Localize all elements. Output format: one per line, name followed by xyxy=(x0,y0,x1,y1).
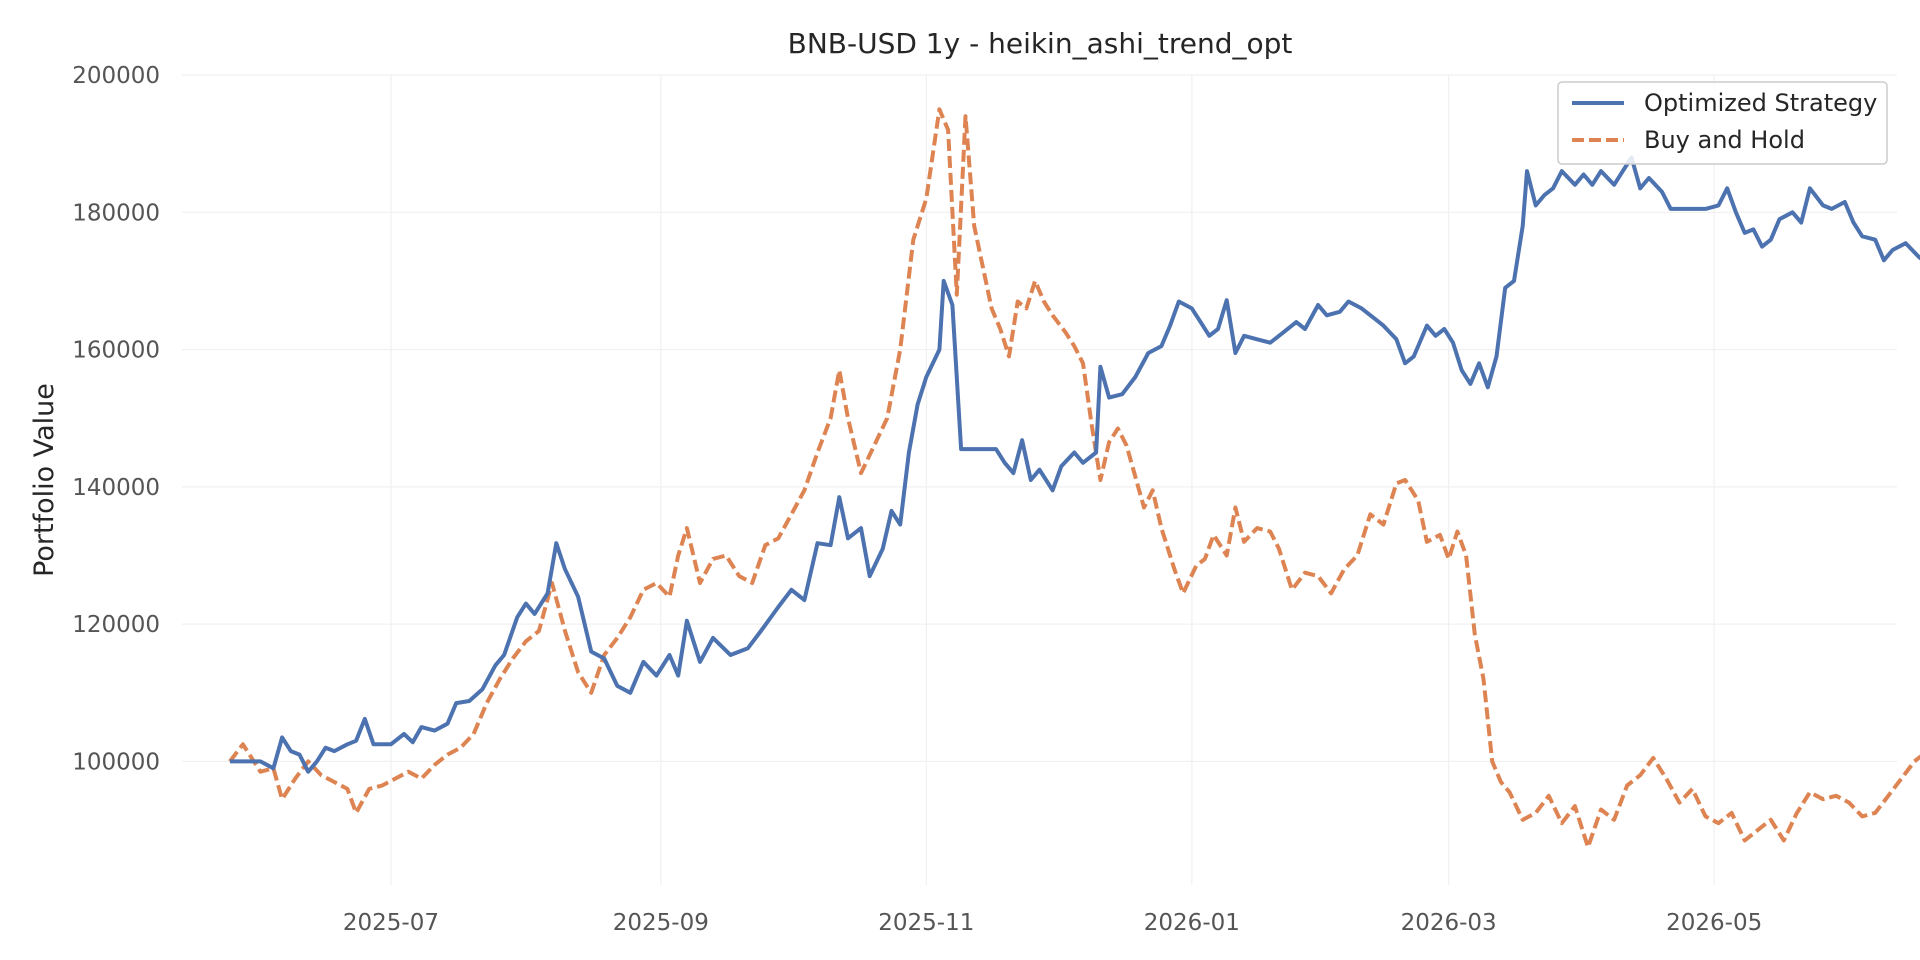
y-axis-ticks: 100000 120000 140000 160000 180000 200000 xyxy=(72,63,160,775)
y-tick-label: 100000 xyxy=(72,749,160,775)
y-tick-label: 180000 xyxy=(72,200,160,226)
x-tick-label: 2026-05 xyxy=(1666,910,1762,936)
y-tick-label: 160000 xyxy=(72,338,160,364)
x-tick-label: 2026-01 xyxy=(1144,910,1240,936)
y-tick-label: 140000 xyxy=(72,475,160,501)
grid xyxy=(182,74,1897,885)
legend-label: Buy and Hold xyxy=(1644,126,1805,154)
x-axis-ticks: 2025-07 2025-09 2025-11 2026-01 2026-03 2026-… xyxy=(343,910,1762,936)
x-tick-label: 2025-09 xyxy=(613,910,709,936)
legend-label: Optimized Strategy xyxy=(1644,89,1877,117)
chart-title: BNB-USD 1y - heikin_ashi_trend_opt xyxy=(788,27,1293,60)
legend: Optimized Strategy Buy and Hold xyxy=(1557,81,1888,165)
series-line-optimized-strategy xyxy=(229,155,1920,774)
series-layer xyxy=(228,107,1920,850)
x-tick-label: 2025-11 xyxy=(878,910,974,936)
y-tick-label: 200000 xyxy=(72,63,160,89)
x-tick-label: 2026-03 xyxy=(1401,910,1497,936)
legend-box xyxy=(1557,81,1888,165)
y-tick-label: 120000 xyxy=(72,612,160,638)
x-tick-label: 2025-07 xyxy=(343,910,439,936)
y-axis-label: Portfolio Value xyxy=(29,383,60,577)
series-line-buy-and-hold xyxy=(228,107,1920,850)
